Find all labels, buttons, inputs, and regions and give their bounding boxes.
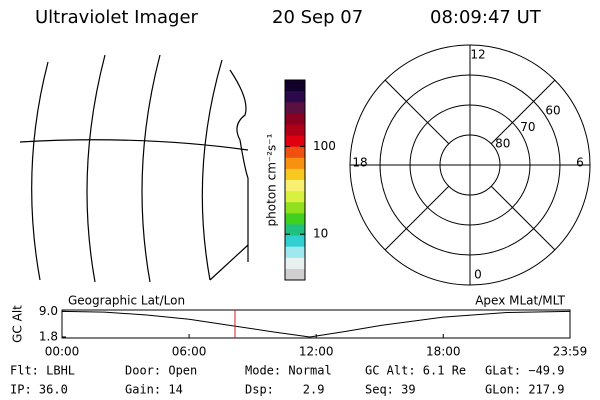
x-tick-label: 12:00 bbox=[299, 345, 334, 359]
mlt-line bbox=[490, 185, 556, 251]
colorbar-segment bbox=[285, 191, 305, 203]
colorbar-segment bbox=[285, 80, 305, 92]
date: 20 Sep 07 bbox=[272, 7, 363, 28]
status-field: Mode: Normal bbox=[245, 364, 332, 378]
lat-label: 70 bbox=[520, 120, 535, 134]
mlt-line bbox=[384, 79, 450, 145]
time: 08:09:47 UT bbox=[430, 7, 542, 28]
mlt-label: 18 bbox=[352, 156, 367, 170]
mlt-label: 12 bbox=[470, 48, 485, 62]
status-field: Seq: 39 bbox=[365, 383, 416, 397]
status-field: GC Alt: 6.1 Re bbox=[365, 364, 466, 378]
colorbar-segment bbox=[285, 268, 305, 281]
gc-alt-line bbox=[61, 310, 571, 338]
lat-label: 80 bbox=[495, 136, 510, 150]
colorbar-segment bbox=[285, 257, 305, 270]
colorbar-tick-label: 100 bbox=[313, 139, 336, 153]
colorbar-segment bbox=[285, 202, 305, 214]
colorbar-segment bbox=[285, 168, 305, 181]
colorbar-segment bbox=[285, 224, 305, 237]
x-tick-label: 23:59 bbox=[553, 345, 588, 359]
status-field: Flt: LBHL bbox=[10, 364, 75, 378]
colorbar-segment bbox=[285, 102, 305, 114]
status-field: IP: 36.0 bbox=[10, 383, 68, 397]
colorbar-frame bbox=[284, 79, 306, 281]
colorbar-segment bbox=[285, 213, 305, 225]
mlt-line bbox=[384, 185, 450, 251]
y-tick-label: 9.0 bbox=[39, 304, 58, 318]
mlt-label: 6 bbox=[576, 156, 584, 170]
status-field: GLat: −49.9 bbox=[485, 364, 564, 378]
status-field: Dsp: 2.9 bbox=[245, 383, 324, 397]
geo-map-grid bbox=[19, 54, 249, 283]
colorbar-segment bbox=[285, 113, 305, 125]
timeline-right-label: Apex MLat/MLT bbox=[475, 294, 565, 308]
colorbar-segment bbox=[285, 146, 305, 159]
mlt-line bbox=[490, 79, 556, 145]
colorbar-segment bbox=[285, 180, 305, 192]
colorbar-segment bbox=[285, 91, 305, 103]
timeline-left-label: Geographic Lat/Lon bbox=[68, 294, 185, 308]
colorbar-segment bbox=[285, 124, 305, 137]
timeline-y-label: GC Alt bbox=[11, 305, 25, 343]
colorbar-segment bbox=[285, 135, 305, 148]
x-tick-label: 18:00 bbox=[426, 345, 461, 359]
status-field: Door: Open bbox=[125, 364, 197, 378]
lat-label: 60 bbox=[545, 104, 560, 118]
x-tick-label: 06:00 bbox=[172, 345, 207, 359]
mlt-label: 0 bbox=[474, 268, 482, 282]
status-field: Gain: 14 bbox=[125, 383, 183, 397]
y-tick-label: 1.8 bbox=[39, 329, 58, 343]
title: Ultraviolet Imager bbox=[35, 7, 199, 28]
colorbar-segment bbox=[285, 246, 305, 259]
colorbar-label: photon cm⁻²s⁻¹ bbox=[265, 133, 279, 226]
colorbar-segment bbox=[285, 235, 305, 248]
x-tick-label: 00:00 bbox=[45, 345, 80, 359]
colorbar-tick-label: 10 bbox=[313, 227, 328, 241]
status-field: GLon: 217.9 bbox=[485, 383, 564, 397]
colorbar-segment bbox=[285, 157, 305, 170]
